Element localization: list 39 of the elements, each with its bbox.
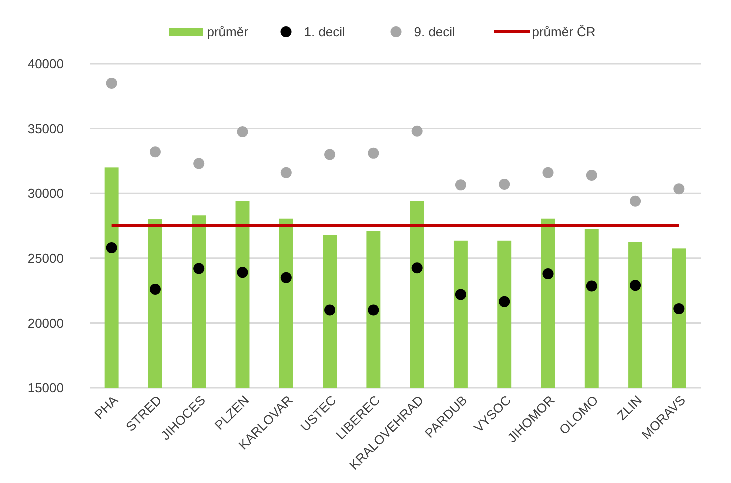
point <box>455 289 466 300</box>
y-tick-label: 15000 <box>28 380 64 396</box>
point <box>106 78 118 89</box>
legend-label: průměr <box>207 24 250 40</box>
x-tick-label: PHA <box>92 392 122 422</box>
y-tick-label: 30000 <box>28 186 64 202</box>
point <box>542 167 554 178</box>
y-tick-label: 35000 <box>28 121 64 136</box>
y-tick-label: 20000 <box>28 316 64 331</box>
point <box>455 180 466 191</box>
point <box>368 148 380 159</box>
point <box>630 280 642 292</box>
point <box>237 267 248 278</box>
point <box>586 170 598 181</box>
legend-label: 1. decil <box>304 24 346 40</box>
point <box>499 296 510 308</box>
y-tick-label: 40000 <box>28 56 64 72</box>
point <box>324 304 336 316</box>
point <box>674 184 685 195</box>
point <box>150 284 161 296</box>
point <box>412 126 423 137</box>
y-tick-label: 25000 <box>28 250 64 266</box>
point <box>194 263 205 274</box>
legend-label: průměr ČR <box>532 24 596 40</box>
point <box>674 303 685 314</box>
point <box>324 149 336 160</box>
point <box>237 126 248 138</box>
point <box>150 146 161 158</box>
point <box>542 268 554 280</box>
point <box>194 158 205 170</box>
point <box>368 304 380 316</box>
point <box>586 280 598 292</box>
point <box>412 262 423 274</box>
point <box>630 196 642 207</box>
point <box>499 179 510 190</box>
point <box>106 242 118 254</box>
legend-label: 9. decil <box>414 24 456 40</box>
point <box>280 272 292 284</box>
point <box>280 167 292 178</box>
